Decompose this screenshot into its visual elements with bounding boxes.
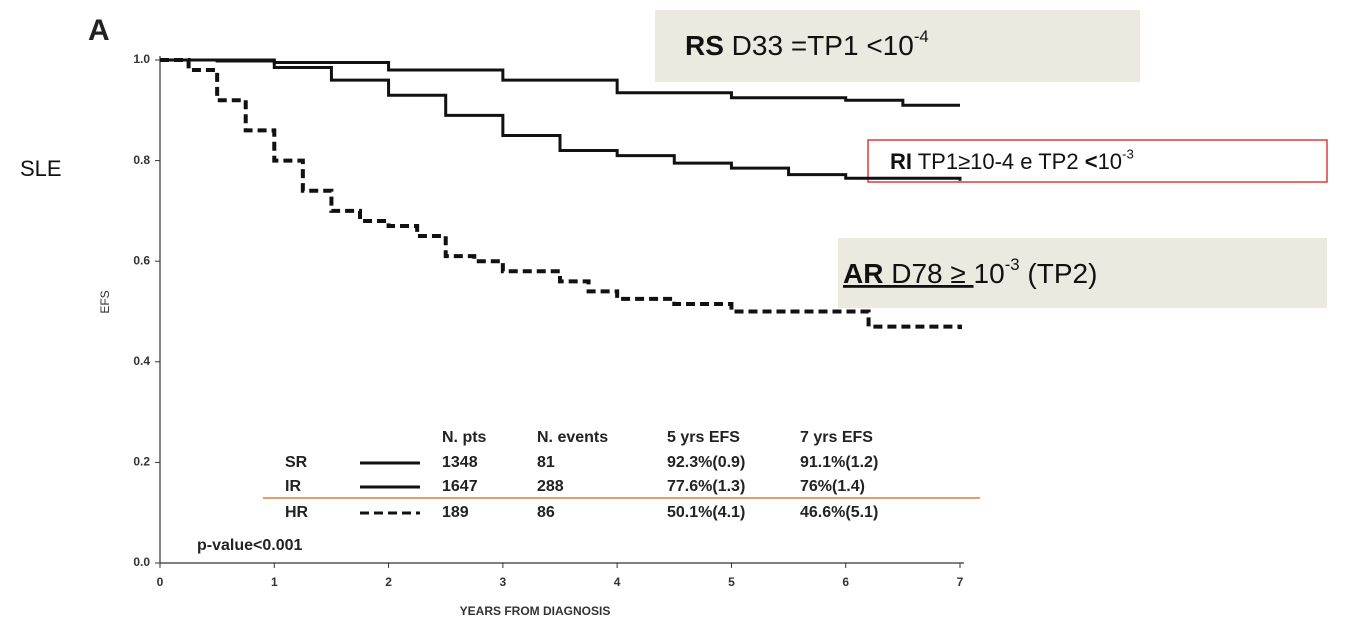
annotation-part: RS (685, 30, 724, 61)
table-cell: 50.1%(4.1) (667, 504, 745, 521)
annotation: RI TP1≥10-4 e TP2 <10-3 (890, 147, 1134, 174)
x-tick-label: 2 (385, 575, 392, 589)
table-header: N. pts (442, 429, 487, 446)
legend-label: IR (285, 478, 301, 495)
table-header: N. events (537, 429, 608, 446)
y-tick-label: 0.0 (133, 555, 150, 569)
x-tick-label: 3 (500, 575, 507, 589)
annotation-part: D33 =TP1 <10 (724, 30, 914, 61)
x-tick-label: 5 (728, 575, 735, 589)
annotation-part: AR (843, 258, 883, 289)
annotation-part: 10 (1098, 149, 1122, 174)
x-tick-label: 4 (614, 575, 621, 589)
x-tick-label: 1 (271, 575, 278, 589)
annotation-box (867, 139, 1328, 183)
table-cell: 288 (537, 478, 564, 495)
table-cell: 91.1%(1.2) (800, 454, 878, 471)
annotation-box (655, 10, 1140, 82)
table-cell: 1348 (442, 454, 478, 471)
table-cell: 76%(1.4) (800, 478, 865, 495)
x-tick-label: 6 (842, 575, 849, 589)
y-axis-label: EFS (98, 290, 112, 313)
annotation: AR D78 ≥ 10-3 (TP2) (843, 256, 1097, 290)
annotation-part: RI (890, 149, 912, 174)
y-tick-label: 1.0 (133, 52, 150, 66)
annotation: RS D33 =TP1 <10-4 (685, 28, 929, 62)
y-tick-label: 0.4 (133, 354, 150, 368)
annotation-part: TP1≥10-4 e TP2 (912, 149, 1085, 174)
table-cell: 189 (442, 504, 469, 521)
table-header: 5 yrs EFS (667, 429, 740, 446)
y-tick-label: 0.2 (133, 455, 150, 469)
annotation-box (838, 238, 1327, 308)
survival-curve (160, 58, 962, 181)
y-tick-label: 0.8 (133, 153, 150, 167)
side-label: SLE (20, 156, 62, 181)
table-cell: 92.3%(0.9) (667, 454, 745, 471)
survival-curve (160, 58, 962, 330)
table-cell: 46.6%(5.1) (800, 504, 878, 521)
table-cell: 86 (537, 504, 555, 521)
table-cell: 77.6%(1.3) (667, 478, 745, 495)
x-tick-label: 7 (957, 575, 964, 589)
annotation-part: (TP2) (1020, 258, 1098, 289)
legend-label: SR (285, 454, 308, 471)
p-value: p-value<0.001 (197, 537, 303, 554)
table-cell: 81 (537, 454, 555, 471)
y-tick-label: 0.6 (133, 253, 150, 267)
annotation-part: -3 (1005, 256, 1020, 275)
survival-curve (160, 58, 960, 107)
table-cell: 1647 (442, 478, 478, 495)
annotation-part: -4 (914, 28, 929, 47)
annotation-part: 10 (974, 258, 1005, 289)
annotation-part: D78 ≥ (883, 258, 973, 289)
panel-label: A (88, 14, 110, 47)
table-header: 7 yrs EFS (800, 429, 873, 446)
x-tick-label: 0 (157, 575, 164, 589)
legend-label: HR (285, 504, 309, 521)
x-axis-label: YEARS FROM DIAGNOSIS (460, 604, 611, 618)
annotation-part: -3 (1122, 147, 1134, 162)
annotation-part: < (1085, 149, 1098, 174)
